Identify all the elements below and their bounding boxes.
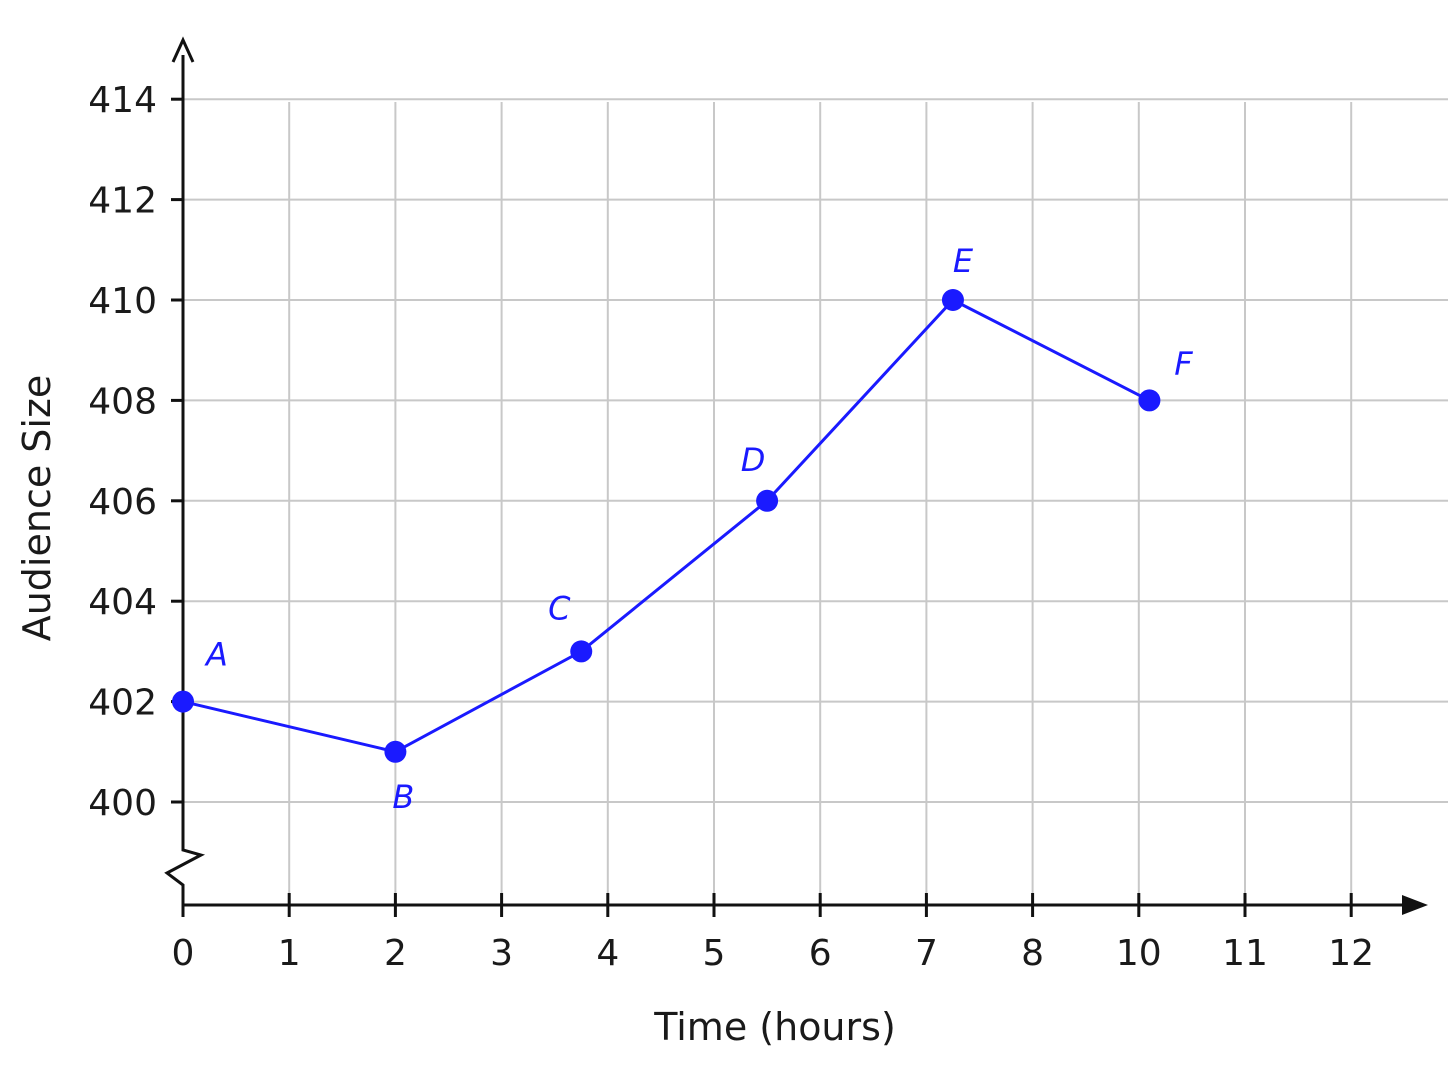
axes — [164, 36, 1428, 915]
y-tick-label: 404 — [88, 582, 157, 623]
x-tick-label: 0 — [172, 933, 195, 974]
y-tick-label: 412 — [88, 181, 157, 222]
point-label-a: A — [204, 636, 228, 674]
y-tick-label: 406 — [88, 482, 157, 523]
x-tick-label: 5 — [703, 933, 726, 974]
data-point-b — [384, 740, 407, 763]
y-tick-label: 402 — [88, 683, 157, 724]
data-point-f — [1138, 389, 1161, 412]
x-axis-title: Time (hours) — [653, 1005, 896, 1049]
x-tick-label: 7 — [915, 933, 938, 974]
point-label-d: D — [741, 441, 766, 479]
point-label-f: F — [1174, 344, 1193, 382]
x-tick-label: 1 — [278, 933, 301, 974]
x-tick-label: 3 — [490, 933, 513, 974]
y-axis-title: Audience Size — [15, 375, 59, 642]
y-tick-label: 408 — [88, 381, 157, 422]
grid-lines — [183, 98, 1448, 905]
y-axis-line — [164, 55, 206, 905]
x-tick-label: 10 — [1116, 933, 1162, 974]
y-tick-label: 400 — [88, 783, 157, 824]
x-tick-label: 4 — [596, 933, 619, 974]
point-label-b: B — [392, 778, 414, 816]
y-tick-label: 410 — [88, 281, 157, 322]
x-tick-label: 11 — [1222, 933, 1268, 974]
point-label-e: E — [953, 242, 974, 280]
x-axis-arrowhead — [1402, 895, 1428, 915]
point-label-c: C — [548, 589, 571, 627]
data-point-c — [570, 640, 593, 663]
y-axis-arrowhead — [171, 36, 195, 63]
x-tick-label: 6 — [809, 933, 832, 974]
data-point-d — [756, 489, 779, 512]
series-line — [182, 298, 1151, 754]
x-tick-label: 2 — [384, 933, 407, 974]
x-tick-label: 12 — [1328, 933, 1374, 974]
y-tick-label: 414 — [88, 80, 157, 121]
data-point-a — [172, 690, 194, 713]
x-tick-label: 8 — [1021, 933, 1044, 974]
data-point-e — [941, 289, 964, 311]
series: A B C D E F — [172, 242, 1193, 816]
